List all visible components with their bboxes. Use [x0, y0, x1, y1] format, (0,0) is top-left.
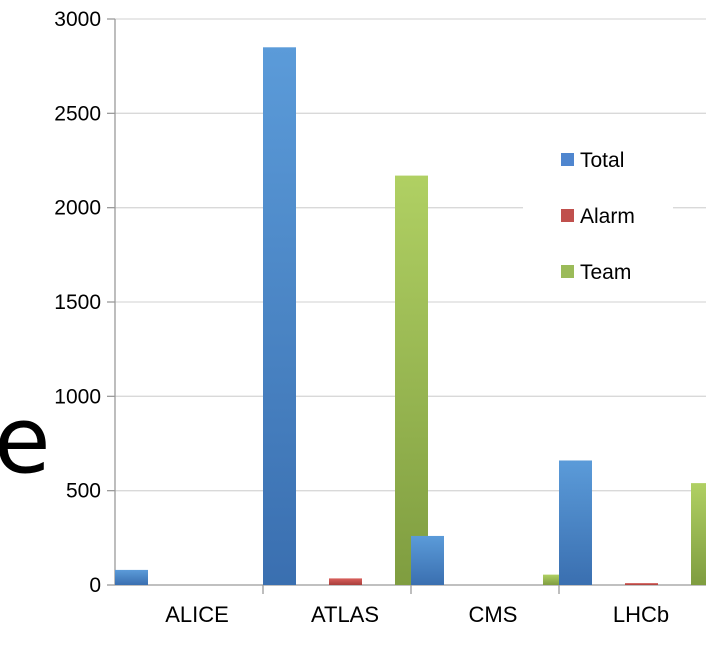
- y-tick-label: 500: [66, 480, 101, 503]
- y-tick-label: 1000: [54, 385, 101, 408]
- partial-background-text: e: [0, 387, 51, 494]
- y-tick-label: 0: [89, 574, 101, 597]
- x-tick-label: ALICE: [165, 602, 229, 627]
- bar-team-atlas: [395, 175, 428, 586]
- legend-label-team: Team: [580, 261, 631, 284]
- legend-swatch-total: [561, 153, 574, 166]
- bar-alarm-atlas: [329, 578, 362, 585]
- y-tick-label: 1500: [54, 291, 101, 314]
- legend-background: [523, 142, 673, 292]
- x-tick-label: ATLAS: [311, 602, 379, 627]
- bars: [115, 47, 706, 586]
- legend-label-total: Total: [580, 149, 624, 172]
- bar-total-alice: [115, 569, 148, 585]
- x-tick-label: CMS: [469, 602, 518, 627]
- x-tick-label: LHCb: [613, 602, 669, 627]
- bar-total-cms: [411, 535, 444, 585]
- bar-alarm-lhcb: [625, 583, 658, 585]
- y-tick-labels: 0 500 1000 1500 2000 2500 3000: [54, 8, 101, 597]
- y-tick-label: 2500: [54, 102, 101, 125]
- x-tick-labels: ALICE ATLAS CMS LHCb: [165, 602, 669, 627]
- y-tick-label: 2000: [54, 197, 101, 220]
- legend-swatch-team: [561, 265, 574, 278]
- bar-total-atlas: [263, 47, 296, 586]
- bar-total-lhcb: [559, 460, 592, 585]
- legend-label-alarm: Alarm: [580, 205, 635, 228]
- y-tick-label: 3000: [54, 8, 101, 31]
- legend-swatch-alarm: [561, 209, 574, 222]
- bar-team-lhcb: [691, 483, 706, 585]
- legend: Total Alarm Team: [523, 142, 673, 292]
